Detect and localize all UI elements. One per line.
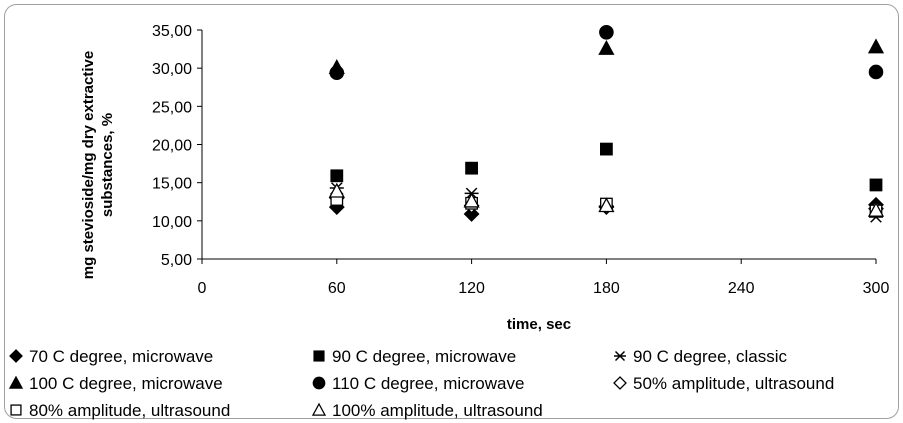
legend-item: 110 C degree, microwave xyxy=(313,374,524,393)
y-axis-title-line-2: substances, % xyxy=(99,113,116,217)
y-tick-label: 5,00 xyxy=(161,252,192,269)
legend-item: 70 C degree, microwave xyxy=(10,347,213,366)
data-point xyxy=(331,170,342,181)
y-tick-label: 30,00 xyxy=(152,61,192,78)
legend-label: 90 C degree, classic xyxy=(633,347,788,366)
y-tick-label: 15,00 xyxy=(152,176,192,193)
x-tick-label: 240 xyxy=(728,280,755,297)
legend-label: 80% amplitude, ultrasound xyxy=(29,401,230,420)
legend-item: 100% amplitude, ultrasound xyxy=(313,401,543,420)
legend-item: 90 C degree, microwave xyxy=(314,347,516,366)
data-point xyxy=(601,143,612,154)
legend-label: 50% amplitude, ultrasound xyxy=(633,374,834,393)
y-axis-title-line-1: mg stevioside/mg dry extractive xyxy=(80,51,97,279)
legend-label: 90 C degree, microwave xyxy=(332,347,516,366)
legend-item: 100 C degree, microwave xyxy=(10,374,223,393)
data-point xyxy=(869,65,882,78)
y-tick-label: 25,00 xyxy=(152,99,192,116)
data-point xyxy=(466,162,477,173)
data-point xyxy=(330,66,343,79)
data-point xyxy=(870,179,881,190)
legend-marker xyxy=(313,377,324,388)
x-tick-label: 60 xyxy=(328,280,346,297)
y-tick-label: 10,00 xyxy=(152,214,192,231)
x-tick-label: 120 xyxy=(458,280,485,297)
y-tick-label: 35,00 xyxy=(152,23,192,40)
legend-marker xyxy=(11,405,21,415)
x-tick-label: 180 xyxy=(593,280,620,297)
data-point xyxy=(600,26,613,39)
x-tick-label: 0 xyxy=(198,280,207,297)
legend-marker xyxy=(314,351,324,361)
y-tick-label: 20,00 xyxy=(152,138,192,155)
legend-label: 100% amplitude, ultrasound xyxy=(332,401,543,420)
legend-item: 80% amplitude, ultrasound xyxy=(11,401,230,420)
legend-label: 100 C degree, microwave xyxy=(29,374,223,393)
legend-label: 70 C degree, microwave xyxy=(29,347,213,366)
legend-item: 90 C degree, classic xyxy=(614,347,788,366)
legend-label: 110 C degree, microwave xyxy=(332,374,524,393)
x-tick-label: 300 xyxy=(863,280,890,297)
legend-item: 50% amplitude, ultrasound xyxy=(614,374,834,393)
x-axis-title: time, sec xyxy=(507,316,571,333)
